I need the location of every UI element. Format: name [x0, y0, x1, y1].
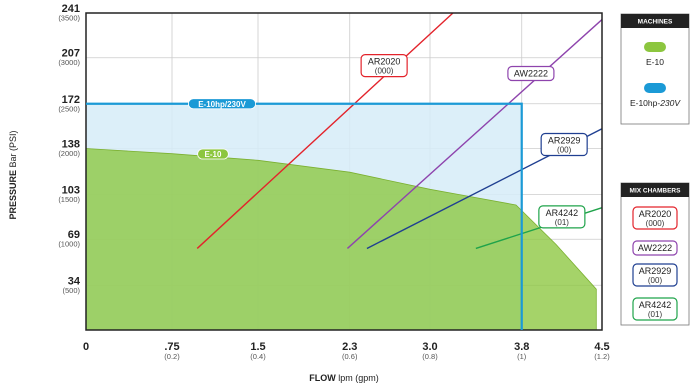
- line-aw2222: [346, 19, 603, 249]
- y-tick-label: 34: [68, 275, 81, 287]
- x-axis-label: FLOW lpm (gpm): [309, 373, 379, 383]
- x-tick-sublabel: (0.4): [250, 352, 266, 361]
- mix-legend-header: [621, 183, 689, 197]
- x-tick-label: 4.5: [594, 341, 609, 353]
- mix-legend-sub: (00): [648, 276, 663, 285]
- e10-pill-text: E-10: [205, 150, 222, 159]
- x-tick-label: 3.0: [422, 341, 437, 353]
- machine-legend-label: E-10: [646, 57, 664, 67]
- e10hp-pill-shape: [187, 98, 256, 110]
- y-tick-label: 69: [68, 229, 80, 241]
- mix-legend-box: [632, 297, 678, 321]
- x-tick-label: 2.3: [342, 341, 357, 353]
- mix-legend-name: AR2929: [639, 266, 672, 276]
- machine-swatch: [644, 42, 666, 52]
- axes: 241(3500)207(3000)172(2500)138(2000)103(…: [8, 3, 610, 383]
- x-tick-label: 3.8: [514, 341, 529, 353]
- mix-legend-title: MIX CHAMBERS: [630, 188, 682, 195]
- y-tick-sublabel: (2500): [58, 104, 80, 113]
- machines-legend-header: [621, 14, 689, 28]
- mix-legend-box: [632, 206, 678, 230]
- machine-legend-label-suffix: 230V: [659, 98, 681, 108]
- mix-legend-item-ar2929: AR2929(00): [632, 263, 678, 287]
- label-aw2222: AW2222: [507, 65, 555, 82]
- mix-legend-sub: (000): [646, 219, 665, 228]
- label-sub: (01): [555, 218, 570, 227]
- label-box: [540, 132, 588, 157]
- x-tick-sublabel: (0.2): [164, 352, 180, 361]
- y-tick-label: 172: [62, 94, 80, 106]
- y-tick-sublabel: (500): [62, 286, 80, 295]
- machine-regions: [85, 103, 597, 331]
- e10hp-pill: E-10hp/230V: [187, 98, 256, 110]
- mix-chambers-legend: MIX CHAMBERSAR2020(000)AW2222AR2929(00)A…: [620, 182, 690, 326]
- y-tick-label: 241: [62, 3, 80, 15]
- y-axis-label-rest: Bar (PSI): [8, 130, 18, 170]
- mix-legend-box: [632, 263, 678, 287]
- label-box: [538, 205, 586, 229]
- x-axis-label-bold: FLOW: [309, 373, 336, 383]
- plot-border: [85, 12, 603, 331]
- y-axis-label-bold: PRESSURE: [8, 170, 18, 220]
- label-ar4242: AR4242(01): [538, 205, 586, 229]
- mix-legend-item-ar2020: AR2020(000): [632, 206, 678, 230]
- e10hp-pill-text: E-10hp/230V: [198, 100, 246, 109]
- label-box: [507, 65, 555, 82]
- line-ar2020: [196, 12, 454, 249]
- machines-legend-title: MACHINES: [638, 19, 673, 26]
- x-tick-sublabel: (0.6): [342, 352, 358, 361]
- e10-region: [85, 148, 597, 331]
- mix-legend-name: AR2020: [639, 209, 672, 219]
- label-name: AR2929: [548, 136, 581, 146]
- mix-legend-name: AW2222: [638, 243, 672, 253]
- machines-legend-border: [620, 13, 690, 125]
- mix-legend-item-aw2222: AW2222: [632, 240, 678, 256]
- y-tick-sublabel: (2000): [58, 149, 80, 158]
- x-axis-label-rest: lpm (gpm): [336, 373, 379, 383]
- x-tick-label: 1.5: [250, 341, 265, 353]
- x-tick-sublabel: (1.2): [594, 352, 610, 361]
- label-sub: (000): [375, 67, 394, 76]
- label-name: AW2222: [514, 69, 548, 79]
- y-tick-sublabel: (1000): [58, 240, 80, 249]
- x-tick-label: .75: [164, 341, 179, 353]
- x-tick-label: 0: [83, 341, 89, 353]
- label-ar2929: AR2929(00): [540, 132, 588, 157]
- label-name: AR2020: [368, 57, 401, 67]
- label-ar2020: AR2020(000): [360, 54, 408, 78]
- label-name: AR4242: [546, 208, 579, 218]
- e10-pill: E-10: [197, 148, 229, 160]
- mix-legend-name: AR4242: [639, 300, 672, 310]
- machines-legend: MACHINES E-10 E-10hp-230V: [620, 13, 690, 125]
- label-box: [360, 54, 408, 78]
- legend: MACHINES E-10 E-10hp-230V MIX CHAMBERS AR202…: [620, 13, 690, 326]
- machine-legend-label-main: E-10hp-: [630, 98, 660, 108]
- y-tick-sublabel: (3000): [58, 58, 80, 67]
- mix-legend-sub: (01): [648, 310, 663, 319]
- y-axis-label: PRESSURE Bar (PSI): [8, 130, 18, 219]
- y-tick-label: 207: [62, 48, 80, 60]
- machine-legend-label: E-10hp-230V: [630, 98, 681, 108]
- label-sub: (00): [557, 146, 572, 155]
- y-tick-label: 103: [62, 185, 80, 197]
- y-tick-label: 138: [62, 138, 80, 150]
- y-tick-sublabel: (3500): [58, 14, 80, 23]
- mix-legend-box: [632, 240, 678, 256]
- y-tick-sublabel: (1500): [58, 195, 80, 204]
- mix-legend-item-ar4242: AR4242(01): [632, 297, 678, 321]
- x-tick-sublabel: (0.8): [422, 352, 438, 361]
- x-tick-sublabel: (1): [517, 352, 527, 361]
- machine-legend-label-main: E-10: [646, 57, 664, 67]
- e10-pill-shape: [197, 148, 229, 160]
- machine-swatch: [644, 83, 666, 93]
